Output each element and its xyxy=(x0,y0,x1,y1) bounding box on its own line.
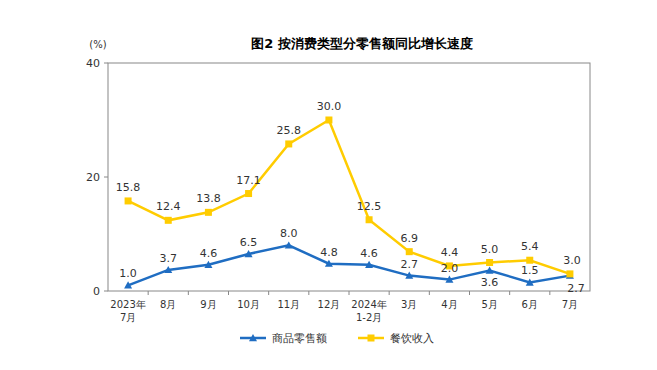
series-line xyxy=(128,120,570,274)
y-tick-label: 0 xyxy=(93,285,100,298)
series-marker xyxy=(365,261,373,268)
data-label: 3.6 xyxy=(481,276,499,289)
x-tick-label: 10月 xyxy=(237,299,260,310)
x-tick-label: 12月 xyxy=(318,299,341,310)
series-marker xyxy=(526,278,534,285)
data-label: 2.7 xyxy=(567,282,585,295)
marks xyxy=(124,117,574,289)
series-marker xyxy=(245,190,252,197)
data-label: 5.4 xyxy=(521,240,539,253)
data-label: 8.0 xyxy=(280,227,298,240)
data-label: 4.6 xyxy=(360,247,378,260)
x-tick xyxy=(469,291,470,295)
x-tick-label: 11月 xyxy=(277,299,300,310)
x-tick xyxy=(509,291,510,295)
data-label: 12.4 xyxy=(156,200,181,213)
series-marker xyxy=(125,197,132,204)
data-label: 2.7 xyxy=(401,258,419,271)
data-label: 30.0 xyxy=(317,100,342,113)
x-tick-label: 4月 xyxy=(441,299,457,310)
series-marker xyxy=(325,260,333,267)
x-tick-label: 8月 xyxy=(160,299,176,310)
legend-marker xyxy=(249,334,257,341)
legend-label: 餐饮收入 xyxy=(390,332,434,345)
data-label: 6.5 xyxy=(240,236,258,249)
data-label: 3.7 xyxy=(160,252,178,265)
chart: 图2 按消费类型分零售额同比增长速度 (%) 0 20 40 2023年7月 8月 9月 10月… xyxy=(0,0,657,370)
data-label: 4.6 xyxy=(200,247,218,260)
legend-label: 商品零售额 xyxy=(272,332,327,345)
series-marker xyxy=(165,217,172,224)
data-label: 17.1 xyxy=(236,174,261,187)
x-tick-label: 2024年1-2月 xyxy=(351,299,386,323)
data-label: 13.8 xyxy=(196,192,221,205)
data-label: 2.0 xyxy=(441,262,459,275)
series-marker xyxy=(285,140,292,147)
data-label: 12.5 xyxy=(357,200,382,213)
x-tick xyxy=(228,291,229,295)
x-tick-label: 5月 xyxy=(481,299,497,310)
legend-marker xyxy=(368,335,375,342)
data-label: 1.5 xyxy=(521,264,539,277)
plot-frame xyxy=(108,63,590,291)
series-marker xyxy=(406,248,413,255)
series-marker xyxy=(124,281,132,288)
x-tick-label: 6月 xyxy=(522,299,538,310)
data-label: 15.8 xyxy=(116,181,141,194)
data-label: 4.8 xyxy=(320,246,338,259)
data-labels: 1.0 3.7 4.6 6.5 8.0 4.8 4.6 2.7 2.0 3.6 1.5 2.7 15.8… xyxy=(116,100,585,295)
x-tick xyxy=(389,291,390,295)
x-tick-label: 2023年7月 xyxy=(110,299,145,323)
x-tick-label: 9月 xyxy=(200,299,216,310)
y-tick xyxy=(104,177,108,178)
series-marker xyxy=(526,257,533,264)
series-marker xyxy=(204,261,212,268)
y-tick xyxy=(104,291,108,292)
data-label: 25.8 xyxy=(277,124,302,137)
x-tick xyxy=(268,291,269,295)
data-label: 5.0 xyxy=(481,243,499,256)
series-marker xyxy=(486,259,493,266)
series-marker xyxy=(205,209,212,216)
data-label: 4.4 xyxy=(441,246,459,259)
series-marker xyxy=(245,250,253,257)
x-tick xyxy=(148,291,149,295)
x-tick xyxy=(188,291,189,295)
data-label: 1.0 xyxy=(119,267,137,280)
series-marker xyxy=(405,272,413,279)
y-tick xyxy=(104,63,108,64)
series-marker xyxy=(445,276,453,283)
series-marker xyxy=(325,117,332,124)
series-line xyxy=(128,245,570,285)
x-tick xyxy=(349,291,350,295)
title: 图2 按消费类型分零售额同比增长速度 xyxy=(251,36,473,51)
data-label: 6.9 xyxy=(401,232,419,245)
x-tick xyxy=(308,291,309,295)
series-marker xyxy=(566,270,573,277)
x-tick xyxy=(429,291,430,295)
series-marker xyxy=(164,266,172,273)
series-marker xyxy=(285,241,293,248)
y-tick-label: 40 xyxy=(86,57,100,70)
data-label: 3.0 xyxy=(563,254,581,267)
series-marker xyxy=(486,266,494,273)
x-tick xyxy=(549,291,550,295)
series-marker xyxy=(366,216,373,223)
x-tick-label: 7月 xyxy=(562,299,578,310)
y-tick-label: 20 xyxy=(86,171,100,184)
y-axis-label: (%) xyxy=(89,39,106,50)
x-tick-label: 3月 xyxy=(401,299,417,310)
